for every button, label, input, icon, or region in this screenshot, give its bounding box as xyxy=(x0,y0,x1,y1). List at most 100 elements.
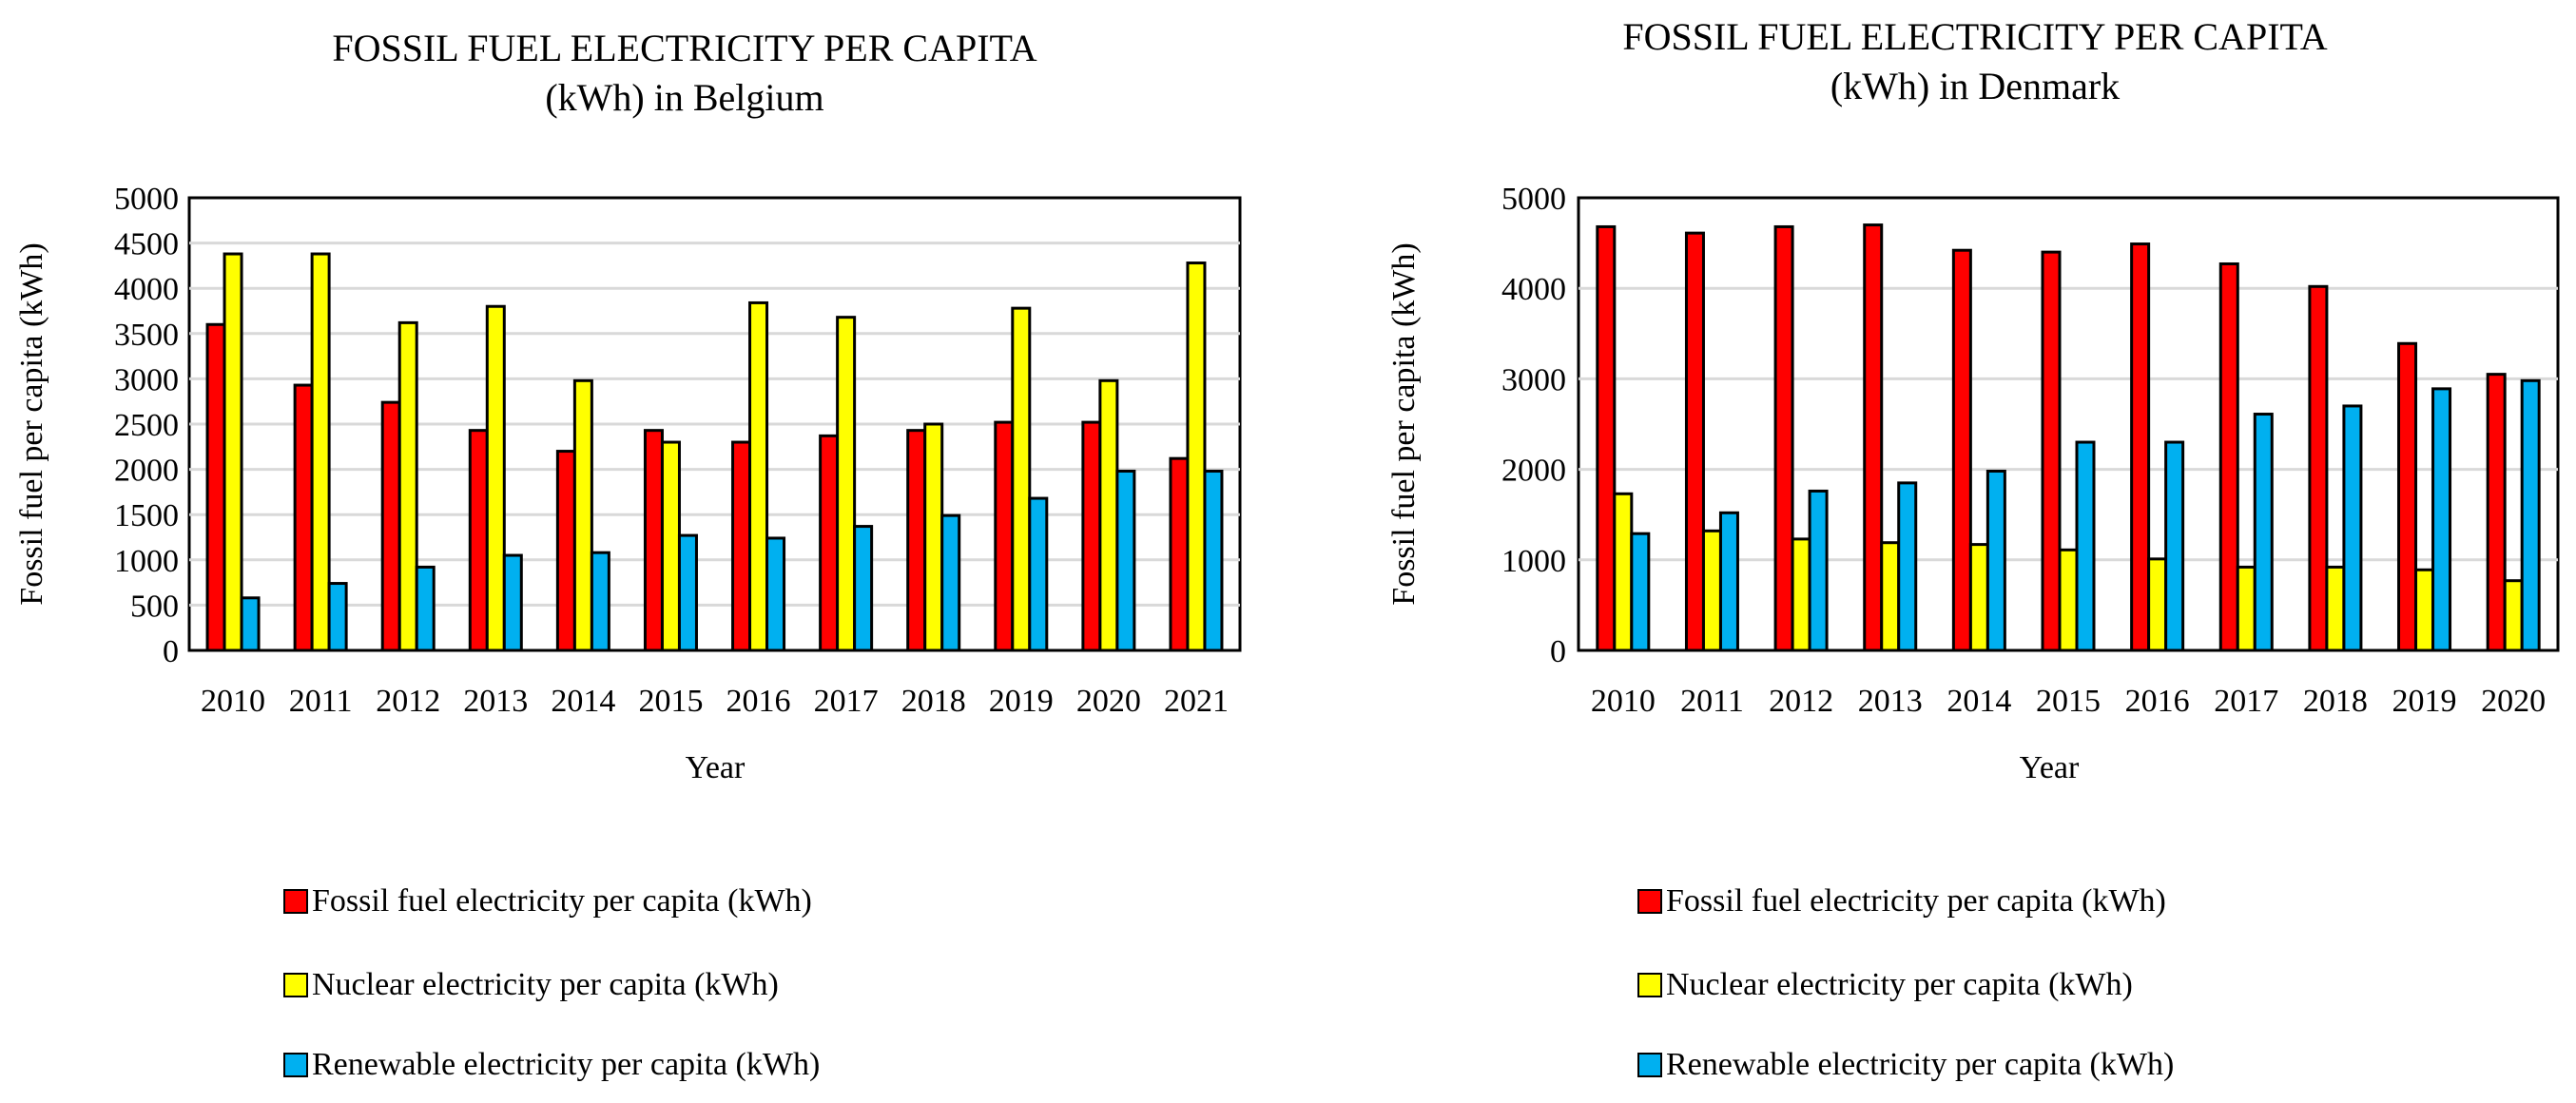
bar-nuclear-2017 xyxy=(836,316,857,652)
x-tick-label: 2012 xyxy=(1769,684,1833,719)
bar-fossil-2017 xyxy=(819,434,840,652)
y-tick-label: 2500 xyxy=(114,408,179,443)
legend: Fossil fuel electricity per capita (kWh)… xyxy=(283,883,820,1082)
gridlines xyxy=(1579,286,2558,562)
y-tick-label: 5000 xyxy=(1501,182,1566,217)
bar-fossil-2016 xyxy=(2130,242,2151,652)
x-tick-label: 2011 xyxy=(1680,684,1744,719)
bar-nuclear-2011 xyxy=(310,252,331,652)
x-tick-label: 2017 xyxy=(814,684,879,719)
bar-renewable-2010 xyxy=(1630,532,1651,652)
bar-renewable-2012 xyxy=(415,565,436,652)
y-tick-label: 0 xyxy=(1550,634,1566,669)
bar-fossil-2013 xyxy=(468,429,489,652)
x-tick-label: 2013 xyxy=(463,684,528,719)
x-tick-label: 2013 xyxy=(1858,684,1923,719)
legend-swatch-renewable xyxy=(1637,1053,1662,1077)
y-tick-label: 5000 xyxy=(114,182,179,217)
bar-renewable-2019 xyxy=(2431,387,2452,652)
bar-fossil-2015 xyxy=(643,429,664,652)
x-tick-label: 2019 xyxy=(2392,684,2457,719)
bar-nuclear-2011 xyxy=(1701,529,1722,652)
legend-label-nuclear: Nuclear electricity per capita (kWh) xyxy=(1666,967,2133,1002)
x-tick-label: 2017 xyxy=(2214,684,2278,719)
bar-fossil-2018 xyxy=(2308,284,2329,652)
x-tick-label: 2010 xyxy=(201,684,265,719)
bar-nuclear-2020 xyxy=(2503,579,2524,652)
bar-nuclear-2018 xyxy=(2325,565,2346,652)
bar-fossil-2010 xyxy=(1596,224,1617,652)
legend-label-renewable: Renewable electricity per capita (kWh) xyxy=(312,1047,820,1082)
bar-nuclear-2019 xyxy=(2414,568,2435,652)
chart-title-line1: FOSSIL FUEL ELECTRICITY PER CAPITA xyxy=(1622,15,2327,58)
x-tick-label: 2016 xyxy=(2125,684,2190,719)
chart-denmark-svg: FOSSIL FUEL ELECTRICITY PER CAPITA (kWh)… xyxy=(1386,15,2560,1082)
bar-nuclear-2014 xyxy=(572,378,593,652)
x-tick-label: 2014 xyxy=(551,684,615,719)
bar-renewable-2014 xyxy=(1985,470,2006,652)
bar-nuclear-2014 xyxy=(1968,543,1989,652)
bar-renewable-2019 xyxy=(1028,496,1049,652)
x-tick-labels: 2010 2011 2012 2013 2014 2015 2016 2017 2018 2019… xyxy=(201,684,1229,719)
x-tick-label: 2018 xyxy=(901,684,966,719)
y-tick-label: 1000 xyxy=(1501,544,1566,579)
bar-nuclear-2010 xyxy=(1613,492,1634,652)
bars-group xyxy=(205,252,1224,652)
legend-swatch-nuclear xyxy=(1637,973,1662,997)
y-tick-labels: 0 500 1000 1500 2000 2500 3000 3500 4000 4500 5000 xyxy=(114,182,179,669)
bar-renewable-2011 xyxy=(1718,511,1739,652)
legend-label-renewable: Renewable electricity per capita (kWh) xyxy=(1666,1047,2174,1082)
legend-label-fossil: Fossil fuel electricity per capita (kWh) xyxy=(1666,883,2166,919)
x-tick-label: 2011 xyxy=(289,684,353,719)
x-tick-label: 2014 xyxy=(1947,684,2011,719)
y-tick-label: 2000 xyxy=(114,454,179,489)
legend-swatch-fossil xyxy=(283,889,308,914)
bar-fossil-2021 xyxy=(1169,456,1190,652)
bar-fossil-2018 xyxy=(906,429,927,652)
bar-nuclear-2020 xyxy=(1098,378,1119,652)
bar-fossil-2014 xyxy=(1951,248,1972,652)
bar-renewable-2021 xyxy=(1203,470,1224,652)
x-tick-label: 2015 xyxy=(638,684,703,719)
bar-renewable-2014 xyxy=(590,551,610,652)
chart-title-line1: FOSSIL FUEL ELECTRICITY PER CAPITA xyxy=(332,27,1036,69)
x-tick-label: 2021 xyxy=(1164,684,1229,719)
bar-renewable-2020 xyxy=(1115,470,1136,652)
x-tick-label: 2020 xyxy=(1076,684,1141,719)
bar-fossil-2012 xyxy=(380,400,401,652)
legend: Fossil fuel electricity per capita (kWh)… xyxy=(1637,883,2174,1082)
bar-fossil-2010 xyxy=(205,322,226,652)
y-tick-label: 0 xyxy=(163,634,179,669)
legend-swatch-nuclear xyxy=(283,973,308,997)
bar-renewable-2011 xyxy=(327,582,348,652)
x-tick-label: 2015 xyxy=(2036,684,2101,719)
bar-renewable-2018 xyxy=(940,513,961,652)
y-tick-label: 1500 xyxy=(114,498,179,533)
legend-swatch-renewable xyxy=(283,1053,308,1077)
bar-fossil-2020 xyxy=(2486,373,2507,652)
x-tick-label: 2010 xyxy=(1591,684,1656,719)
bars-group xyxy=(1596,223,2541,652)
y-tick-label: 4500 xyxy=(114,227,179,262)
bar-renewable-2015 xyxy=(677,533,698,652)
bar-nuclear-2018 xyxy=(923,422,944,652)
bar-nuclear-2019 xyxy=(1011,306,1032,652)
x-tick-label: 2018 xyxy=(2303,684,2368,719)
x-tick-labels: 2010 2011 2012 2013 2014 2015 2016 2017 2018 2019… xyxy=(1591,684,2546,719)
bar-renewable-2013 xyxy=(1897,481,1918,652)
bar-renewable-2010 xyxy=(240,596,261,652)
chart-title-line2: (kWh) in Belgium xyxy=(545,76,823,119)
bar-fossil-2020 xyxy=(1081,420,1102,652)
y-axis-label: Fossil fuel per capita (kWh) xyxy=(1386,242,1422,605)
bar-nuclear-2016 xyxy=(2147,557,2168,652)
bar-nuclear-2015 xyxy=(2058,548,2079,652)
y-tick-label: 4000 xyxy=(1501,272,1566,307)
bar-fossil-2019 xyxy=(994,420,1015,652)
x-tick-label: 2019 xyxy=(989,684,1054,719)
y-tick-label: 3000 xyxy=(1501,362,1566,397)
y-axis-label: Fossil fuel per capita (kWh) xyxy=(14,242,49,605)
y-tick-labels: 0 1000 2000 3000 4000 5000 xyxy=(1501,182,1566,669)
bar-nuclear-2017 xyxy=(2236,565,2256,652)
bar-nuclear-2012 xyxy=(1791,537,1811,652)
bar-fossil-2011 xyxy=(293,383,314,652)
